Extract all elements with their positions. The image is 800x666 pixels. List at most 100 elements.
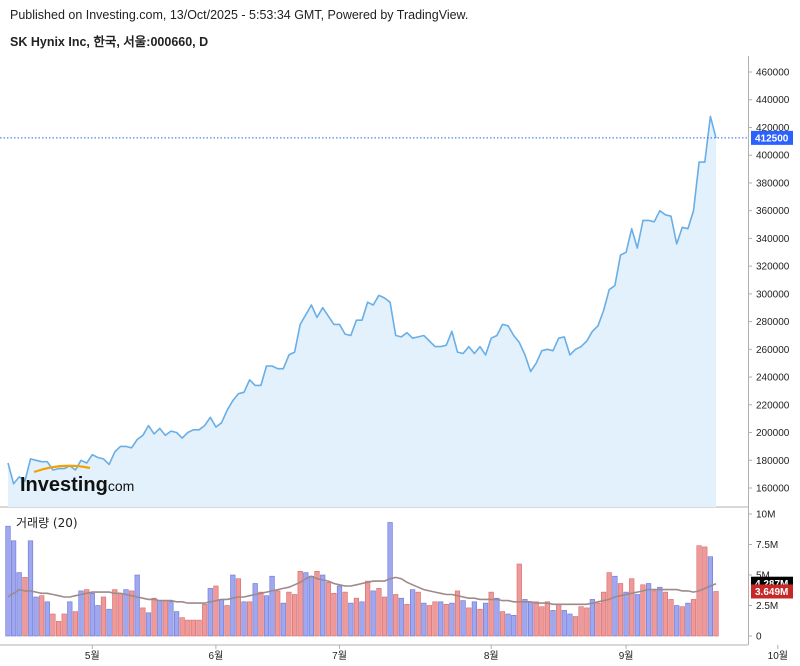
volume-bar xyxy=(578,606,584,637)
volume-bar xyxy=(634,594,640,637)
volume-bar xyxy=(202,603,208,637)
volume-bar xyxy=(5,525,11,637)
volume-bar xyxy=(336,585,343,637)
time-tick-label: 7월 xyxy=(332,650,347,662)
volume-bar xyxy=(584,607,590,637)
volume-bar xyxy=(168,601,174,637)
volume-bar xyxy=(275,590,281,637)
volume-bar xyxy=(95,605,101,637)
volume-bar xyxy=(432,601,438,637)
symbol-title: SK Hynix Inc, 한국, 서울:000660, D xyxy=(10,35,209,49)
volume-bar xyxy=(72,611,78,637)
volume-ma-line xyxy=(7,575,717,606)
volume-bar xyxy=(449,602,455,637)
volume-bar xyxy=(488,591,494,637)
time-tick-label: 10월 xyxy=(768,650,788,662)
volume-bar xyxy=(556,603,562,637)
price-tick-label: 180000 xyxy=(756,456,790,467)
volume-bar xyxy=(657,586,663,637)
volume-bar xyxy=(314,570,320,637)
volume-bar xyxy=(477,608,483,637)
price-tick-label: 220000 xyxy=(756,400,790,411)
volume-bar xyxy=(617,583,624,637)
volume-bar xyxy=(50,613,56,637)
volume-bar xyxy=(303,572,309,637)
volume-bar xyxy=(662,591,668,637)
volume-bar xyxy=(207,588,213,637)
volume-bar xyxy=(393,594,399,637)
time-tick-label: 9월 xyxy=(619,650,634,662)
volume-bar xyxy=(280,602,286,637)
price-tick-label: 400000 xyxy=(756,151,790,162)
volume-bar xyxy=(179,617,185,637)
price-tick-label: 340000 xyxy=(756,234,790,245)
volume-tick-label: 7.5M xyxy=(756,540,778,551)
volume-tick-label: 0 xyxy=(756,632,762,643)
volume-bar xyxy=(466,607,472,637)
volume-bar xyxy=(224,605,230,637)
volume-bar xyxy=(623,591,629,637)
volume-bar xyxy=(89,592,95,637)
logo-swoosh-icon xyxy=(33,464,91,474)
volume-bar xyxy=(331,592,337,637)
volume-bar xyxy=(320,574,326,637)
volume-bar xyxy=(668,599,674,637)
volume-bar xyxy=(286,591,292,637)
volume-bar xyxy=(342,591,348,637)
volume-bar xyxy=(364,580,371,637)
volume-bar xyxy=(612,575,618,637)
volume-bar xyxy=(297,570,303,637)
volume-bars xyxy=(5,522,719,637)
price-tick-label: 420000 xyxy=(756,123,790,134)
volume-bar xyxy=(190,619,197,637)
price-tick-label: 460000 xyxy=(756,68,790,79)
price-tick-label: 280000 xyxy=(756,317,790,328)
volume-bar xyxy=(269,575,275,637)
price-tick-label: 260000 xyxy=(756,345,790,356)
price-tick-label: 200000 xyxy=(756,428,790,439)
volume-bar xyxy=(482,602,489,637)
volume-bar xyxy=(325,581,331,637)
volume-bar xyxy=(151,597,157,637)
volume-bar xyxy=(499,611,506,637)
volume-bar xyxy=(572,616,579,637)
volume-bar xyxy=(308,575,315,637)
volume-bar xyxy=(494,597,500,637)
time-tick-label: 6월 xyxy=(209,650,224,662)
price-tick-label: 240000 xyxy=(756,373,790,384)
price-axis: 160000 180000 200000 220000 240000 260000 2800… xyxy=(748,68,790,495)
volume-bar xyxy=(353,597,360,637)
volume-bar xyxy=(123,589,129,637)
volume-bar xyxy=(561,610,567,637)
volume-bar xyxy=(100,596,107,637)
volume-bar xyxy=(589,599,595,637)
volume-bar xyxy=(370,590,376,637)
volume-panel-title: 거래량 (20) xyxy=(16,516,78,530)
volume-ma-path xyxy=(7,575,717,606)
logo-wordmark: Investing xyxy=(20,474,108,496)
volume-bar xyxy=(707,556,713,637)
volume-bar xyxy=(44,601,50,637)
last-price-marker: 412500 xyxy=(0,130,793,145)
volume-bar xyxy=(174,611,180,637)
volume-bar xyxy=(33,596,39,637)
volume-bar xyxy=(527,601,534,637)
volume-bar xyxy=(533,601,539,637)
volume-bar xyxy=(539,606,545,637)
volume-bar xyxy=(117,592,123,637)
price-line xyxy=(7,115,717,485)
volume-axis: 0 2.5M 5M 7.5M 10M xyxy=(748,510,778,643)
volume-bar xyxy=(404,603,410,637)
price-tick-label: 380000 xyxy=(756,178,790,189)
volume-bar xyxy=(381,596,388,637)
volume-bar xyxy=(398,597,404,637)
volume-bar xyxy=(106,608,112,637)
volume-tick-label: 10M xyxy=(756,510,775,521)
time-tick-label: 8월 xyxy=(484,650,499,662)
published-caption: Published on Investing.com, 13/Oct/2025 … xyxy=(10,8,469,22)
volume-bar xyxy=(359,601,365,637)
volume-tick-label: 5M xyxy=(756,571,770,582)
volume-bar xyxy=(651,590,657,637)
volume-bar xyxy=(16,572,22,637)
